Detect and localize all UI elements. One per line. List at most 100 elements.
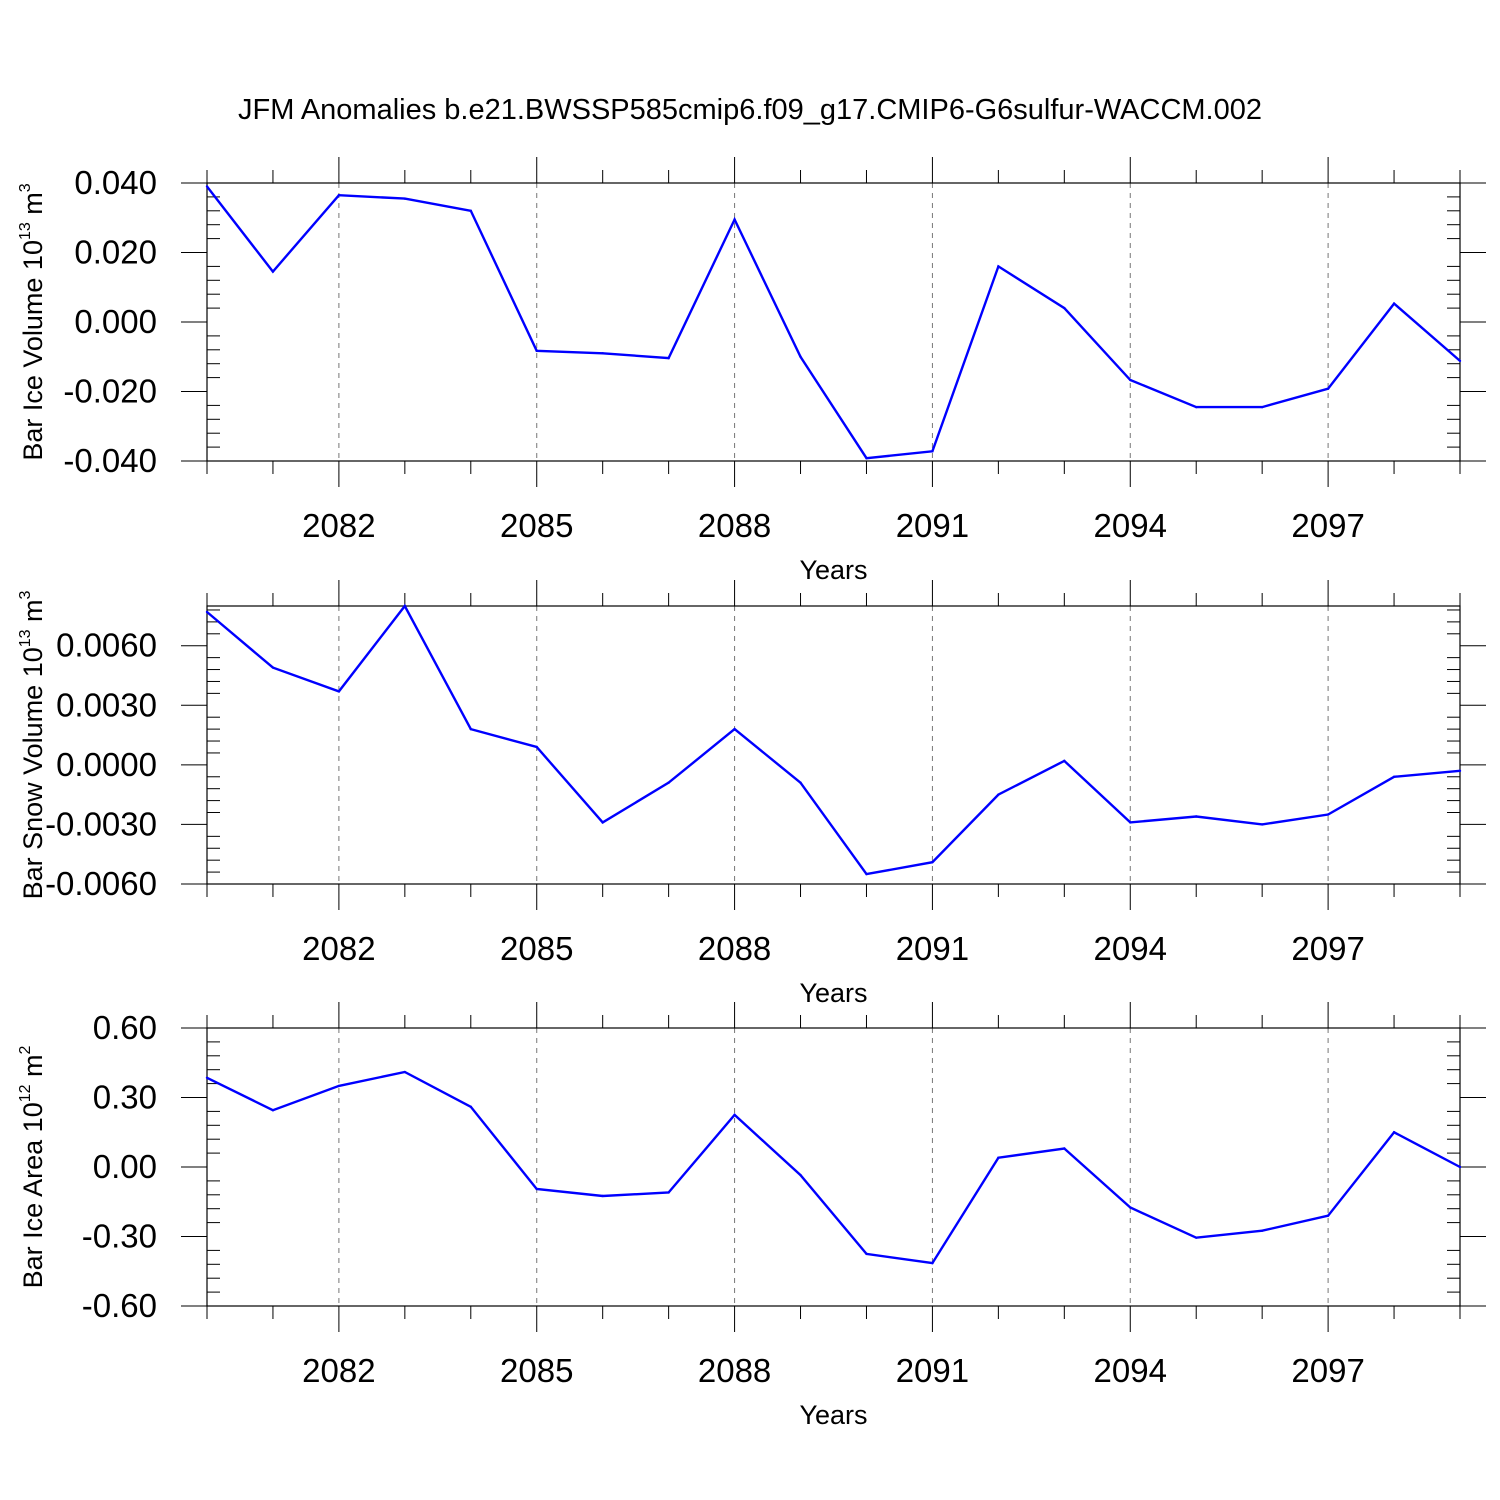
- x-axis-label: Years: [799, 1400, 867, 1430]
- y-tick-label: 0.30: [93, 1079, 157, 1116]
- y-axis-label-exp: 13: [17, 222, 34, 240]
- data-point: [337, 193, 341, 197]
- data-point: [667, 781, 670, 784]
- data-point: [1458, 769, 1462, 773]
- data-point: [1326, 813, 1330, 816]
- y-tick-label: -0.60: [82, 1287, 157, 1324]
- x-tick-label: 2085: [500, 930, 573, 967]
- y-axis-label-exp: 12: [17, 1084, 34, 1102]
- data-point: [1129, 1206, 1132, 1209]
- data-point: [865, 872, 868, 876]
- data-point: [865, 457, 868, 460]
- data-point: [469, 1105, 472, 1108]
- plot-frame: [206, 1027, 1461, 1307]
- data-point: [271, 270, 275, 273]
- data-point: [1063, 759, 1066, 763]
- y-tick-label: 0.00: [93, 1148, 157, 1185]
- y-tick-label: -0.30: [82, 1218, 157, 1255]
- data-point: [1260, 1229, 1264, 1232]
- data-point: [1392, 1131, 1396, 1134]
- y-axis-label-unit: m: [18, 599, 48, 629]
- x-tick-label: 2085: [500, 1352, 573, 1389]
- x-tick-label: 2097: [1291, 930, 1364, 967]
- x-tick-label: 2094: [1094, 507, 1167, 544]
- data-point: [403, 604, 407, 608]
- y-tick-label: -0.0060: [45, 865, 157, 902]
- data-point: [667, 356, 670, 360]
- y-axis-label-unit-exp: 3: [17, 183, 34, 192]
- data-point: [865, 1252, 868, 1256]
- data-point: [271, 666, 275, 669]
- data-point: [1260, 823, 1264, 826]
- data-point: [733, 218, 736, 221]
- data-point: [1195, 405, 1198, 409]
- x-tick-label: 2088: [698, 930, 771, 967]
- data-point: [337, 690, 341, 693]
- chart-panel-1: -0.040 -0.020 0.000 0.020 0.040 2082 2085 2088 2…: [17, 157, 1486, 585]
- data-point: [1129, 378, 1132, 382]
- data-point: [535, 1187, 538, 1191]
- data-point: [1458, 359, 1462, 363]
- data-point: [733, 727, 736, 731]
- data-point: [997, 265, 1000, 268]
- y-tick-label: 0.040: [74, 164, 157, 201]
- data-point: [931, 860, 934, 864]
- y-axis-label-unit-exp: 2: [17, 1045, 34, 1054]
- series-line: [206, 185, 1461, 460]
- x-tick-label: 2091: [896, 930, 969, 967]
- y-axis-label-exp: 13: [17, 629, 34, 647]
- y-tick-label: 0.0060: [56, 627, 157, 664]
- y-tick-label: 0.0030: [56, 686, 157, 723]
- data-point: [1195, 815, 1198, 818]
- data-point: [1392, 775, 1396, 778]
- data-point: [931, 450, 934, 453]
- y-axis-label: Bar Snow Volume 1013 m3: [17, 590, 48, 899]
- y-tick-label: 0.0000: [56, 746, 157, 783]
- series-line: [206, 603, 1461, 876]
- data-point: [469, 727, 472, 731]
- y-axis-label-unit: m: [18, 192, 48, 222]
- data-point: [1260, 405, 1264, 409]
- data-point: [1392, 302, 1396, 305]
- data-point: [205, 185, 209, 188]
- data-point: [1063, 1147, 1066, 1150]
- data-point: [1063, 306, 1066, 310]
- data-point: [601, 352, 604, 355]
- plot-frame: [206, 605, 1461, 885]
- x-tick-label: 2094: [1094, 1352, 1167, 1389]
- y-axis-label-base: Bar Snow Volume 10: [18, 647, 48, 899]
- x-tick-label: 2088: [698, 507, 771, 544]
- data-point: [997, 1156, 1000, 1159]
- data-point: [535, 349, 538, 353]
- chart-panel-2: -0.0060 -0.0030 0.0000 0.0030 0.0060 2082 2085…: [17, 580, 1486, 1008]
- data-point: [535, 745, 538, 749]
- data-point: [733, 1113, 736, 1117]
- y-axis-label-unit-exp: 3: [17, 590, 34, 599]
- data-point: [1129, 821, 1132, 824]
- y-tick-label: -0.020: [63, 373, 157, 410]
- y-tick-label: 0.60: [93, 1009, 157, 1046]
- x-tick-label: 2088: [698, 1352, 771, 1389]
- x-axis-label: Years: [799, 555, 867, 585]
- data-point: [1326, 1214, 1330, 1217]
- data-point: [205, 610, 209, 614]
- data-point: [271, 1109, 275, 1112]
- y-axis-label-base: Bar Ice Area 10: [18, 1102, 48, 1288]
- y-axis-label: Bar Ice Area 1012 m2: [17, 1045, 48, 1288]
- plot-frame: [206, 182, 1461, 462]
- data-point: [205, 1076, 209, 1080]
- x-tick-label: 2082: [302, 1352, 375, 1389]
- panels: -0.040 -0.020 0.000 0.020 0.040 2082 2085 2088 2…: [17, 157, 1486, 1430]
- chart-panel-3: -0.60 -0.30 0.00 0.30 0.60 2082 2085 2088 2091 20…: [17, 1002, 1486, 1430]
- y-axis-label-unit: m: [18, 1054, 48, 1084]
- figure-title: JFM Anomalies b.e21.BWSSP585cmip6.f09_g1…: [238, 94, 1262, 126]
- y-axis-label: Bar Ice Volume 1013 m3: [17, 183, 48, 460]
- data-point: [601, 821, 604, 824]
- x-tick-label: 2097: [1291, 1352, 1364, 1389]
- data-point: [403, 1070, 407, 1074]
- x-tick-label: 2085: [500, 507, 573, 544]
- x-tick-label: 2094: [1094, 930, 1167, 967]
- y-tick-label: 0.000: [74, 303, 157, 340]
- series-line: [206, 1070, 1461, 1265]
- data-point: [667, 1191, 670, 1194]
